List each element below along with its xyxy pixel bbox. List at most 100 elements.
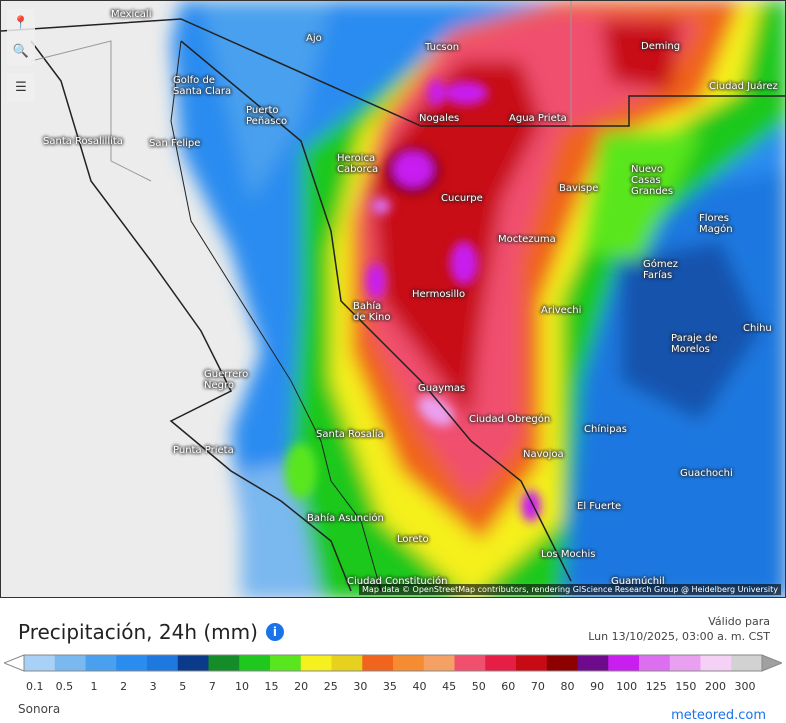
scale-swatch	[485, 655, 517, 671]
scale-tick: 60	[501, 680, 516, 693]
city-label: El Fuerte	[577, 501, 622, 512]
scale-swatch	[454, 655, 486, 671]
scale-tick: 150	[675, 680, 697, 693]
scale-swatch	[208, 655, 240, 671]
legend-title: Precipitación, 24h (mm) i	[18, 620, 284, 644]
scale-swatch	[177, 655, 209, 671]
city-label: Bavispe	[559, 183, 599, 194]
scale-swatch	[393, 655, 425, 671]
scale-tick: 7	[208, 680, 216, 693]
city-label: Tucson	[425, 42, 460, 53]
scale-tick: 3	[149, 680, 157, 693]
scale-swatch	[577, 655, 609, 671]
city-label: Hermosillo	[412, 289, 466, 300]
city-label: Navojoa	[523, 449, 564, 460]
scale-tick: 90	[590, 680, 605, 693]
city-label: Ciudad Constitución	[347, 576, 448, 587]
color-scale	[4, 654, 782, 672]
scale-tick: 20	[294, 680, 309, 693]
city-label: Agua Prieta	[509, 113, 567, 124]
city-label: Los Mochis	[541, 549, 596, 560]
scale-swatch	[546, 655, 578, 671]
city-label: Chihu	[743, 323, 772, 334]
scale-arrow-left	[4, 654, 25, 672]
city-label: Bahía Asunción	[307, 513, 384, 524]
scale-swatch	[239, 655, 271, 671]
scale-swatch	[85, 655, 117, 671]
info-icon[interactable]: i	[265, 623, 284, 641]
scale-tick: 30	[353, 680, 368, 693]
city-label: Heroica Caborca	[337, 153, 379, 175]
city-label: Nuevo Casas Grandes	[631, 164, 674, 197]
scale-tick: 40	[412, 680, 427, 693]
scale-arrow-right	[761, 654, 782, 672]
scale-tick: 50	[471, 680, 486, 693]
scale-tick: 2	[120, 680, 128, 693]
city-label: Guerrero Negro	[204, 369, 249, 391]
scale-swatch	[116, 655, 148, 671]
scale-tick: 1	[90, 680, 98, 693]
city-label: Nogales	[419, 113, 460, 124]
scale-swatch	[608, 655, 640, 671]
scale-tick: 35	[382, 680, 397, 693]
city-label: Guaymas	[418, 383, 466, 394]
scale-tick: 15	[264, 680, 279, 693]
city-label: Guachochi	[680, 468, 733, 479]
scale-swatch	[270, 655, 302, 671]
layers-button[interactable]: ☰	[7, 73, 35, 101]
valid-time: Válido para Lun 13/10/2025, 03:00 a. m. …	[588, 615, 770, 643]
city-label: Golfo de Santa Clara	[173, 75, 232, 97]
scale-swatch	[639, 655, 671, 671]
scale-swatch	[331, 655, 363, 671]
city-label: Flores Magón	[699, 213, 733, 235]
scale-swatch	[300, 655, 332, 671]
map-attribution: Map data © OpenStreetMap contributors, r…	[359, 584, 781, 595]
scale-tick: 25	[323, 680, 338, 693]
city-label: Moctezuma	[498, 234, 556, 245]
precipitation-layer	[1, 1, 785, 597]
scale-swatch	[147, 655, 179, 671]
city-label: San Felipe	[149, 138, 201, 149]
region-label: Sonora	[18, 702, 61, 716]
scale-swatch	[669, 655, 701, 671]
city-label: Ajo	[306, 33, 322, 44]
city-label: Ciudad Obregón	[469, 414, 551, 425]
city-label: Loreto	[397, 534, 429, 545]
scale-tick: 45	[442, 680, 457, 693]
scale-tick: 5	[179, 680, 187, 693]
scale-tick: 80	[560, 680, 575, 693]
layers-icon: ☰	[15, 79, 27, 95]
city-label: Santa Rosalillita	[43, 136, 123, 147]
city-label: Arivechi	[541, 305, 582, 316]
scale-swatch	[731, 655, 763, 671]
scale-tick: 125	[645, 680, 667, 693]
scale-swatch	[423, 655, 455, 671]
city-label: Cucurpe	[441, 193, 483, 204]
precipitation-map[interactable]: 📍 🔍 ☰ Mexicali Ajo Tucson Deming Golfo d…	[0, 0, 786, 598]
scale-tick: 10	[234, 680, 249, 693]
scale-swatch	[516, 655, 548, 671]
brand-logo[interactable]: meteored.com	[671, 708, 766, 723]
scale-tick: 0.1	[26, 680, 44, 693]
city-label: Puerto Peñasco	[246, 105, 288, 127]
scale-swatch	[24, 655, 56, 671]
scale-swatch	[700, 655, 732, 671]
city-label: Bahía de Kino	[353, 301, 391, 323]
zoom-button[interactable]: 🔍	[7, 37, 35, 65]
city-label: Santa Rosalía	[316, 429, 384, 440]
scale-swatch	[362, 655, 394, 671]
location-pin-button[interactable]: 📍	[7, 9, 35, 37]
scale-ticks: 0.1 0.5 1 2 3 5 7 10 15 20 25 30 35 40 45 50 60 70 80 90 100…	[20, 680, 760, 693]
city-label: Ciudad Juárez	[709, 81, 778, 92]
scale-swatch	[54, 655, 86, 671]
scale-border	[23, 654, 763, 672]
city-label: Mexicali	[111, 9, 152, 20]
location-pin-icon: 📍	[12, 15, 30, 31]
city-label: Punta Prieta	[173, 445, 234, 456]
city-label: Paraje de Morelos	[671, 333, 718, 355]
scale-tick: 70	[530, 680, 545, 693]
city-label: Deming	[641, 41, 681, 52]
zoom-icon: 🔍	[12, 43, 30, 59]
scale-tick: 300	[734, 680, 756, 693]
city-label: Guamúchil	[611, 576, 665, 587]
